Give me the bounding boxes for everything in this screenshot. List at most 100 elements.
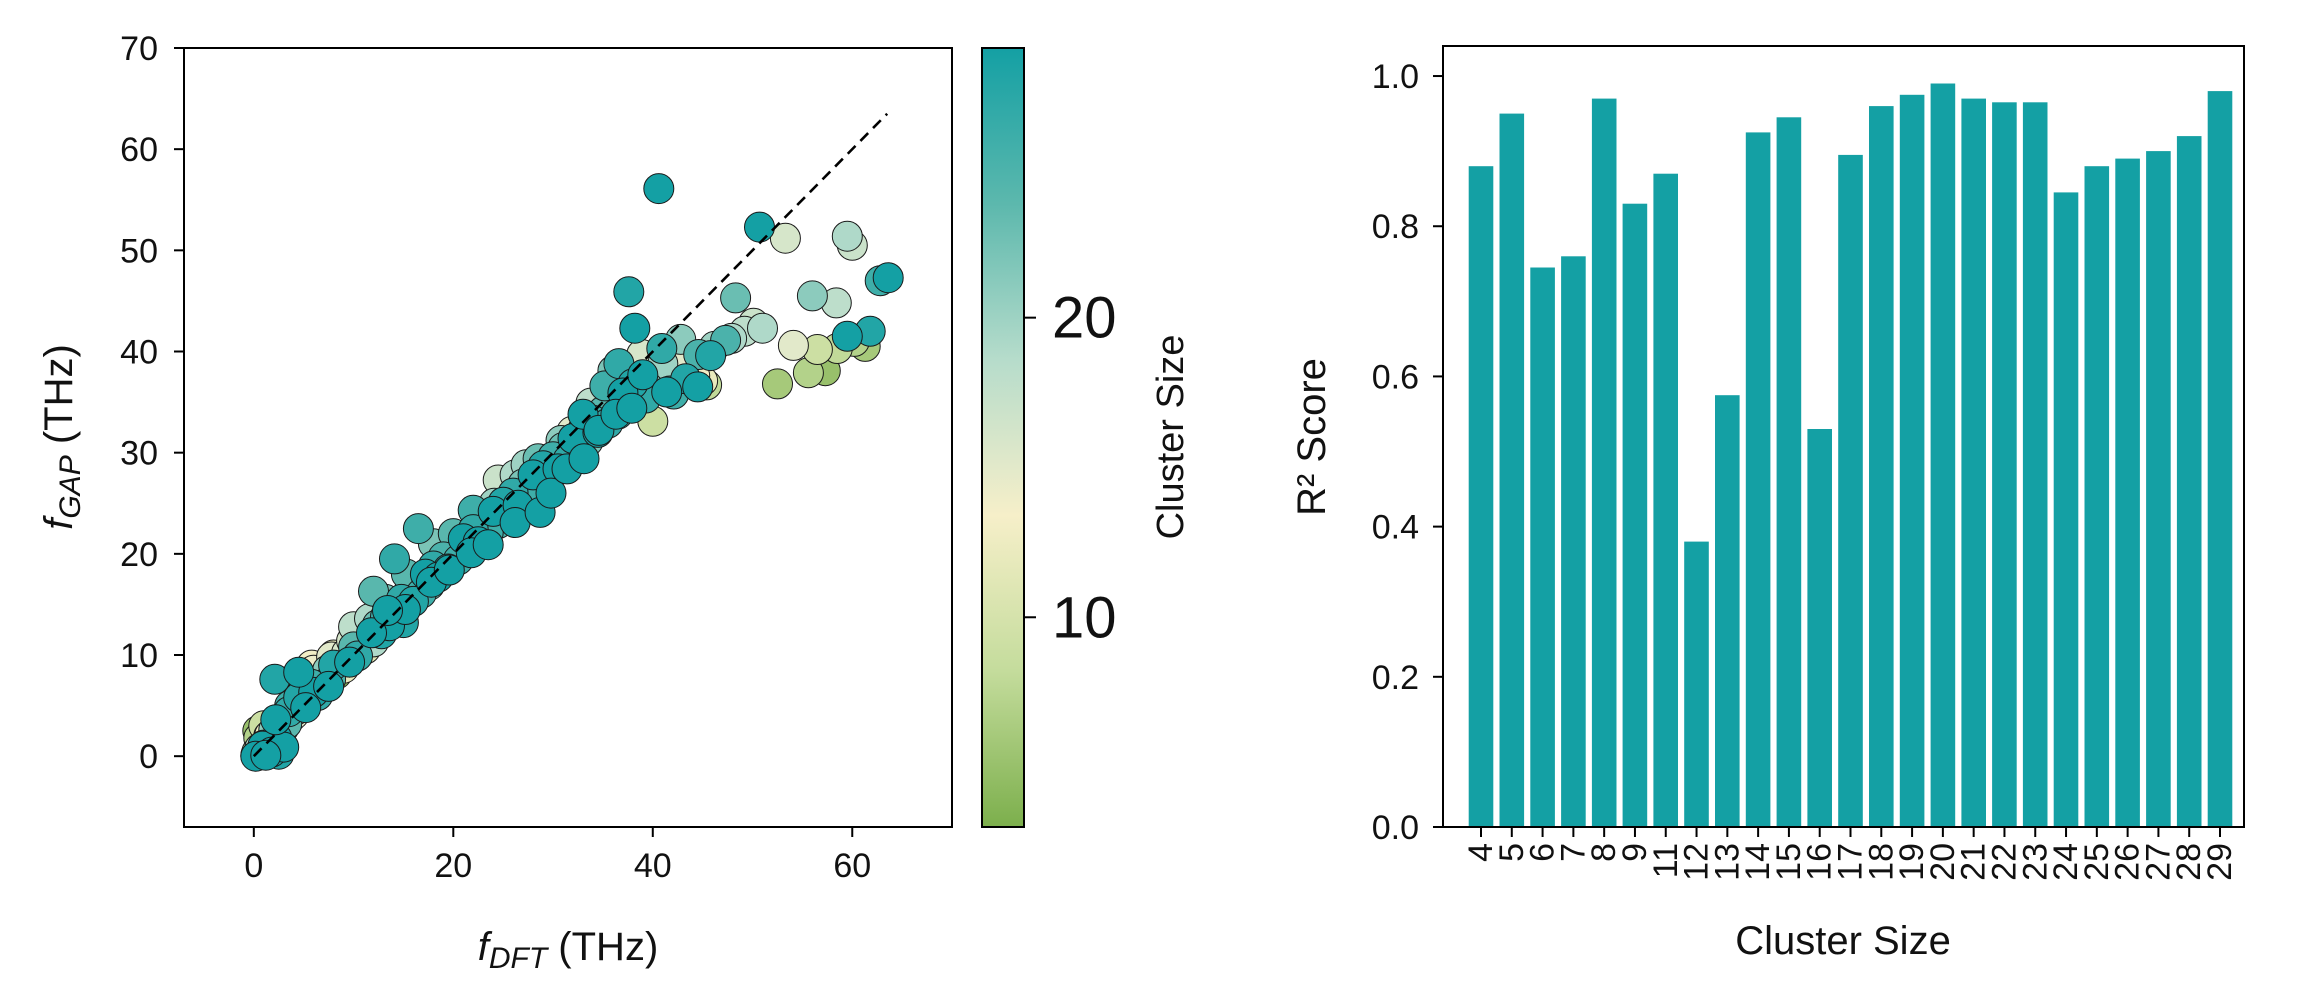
bar bbox=[1869, 106, 1894, 828]
scatter-y-axis-title: fGAP (THz) bbox=[37, 344, 87, 530]
scatter-point bbox=[433, 554, 465, 586]
bar-x-tick-label: 12 bbox=[1678, 843, 1716, 881]
bar bbox=[1899, 94, 1925, 828]
scatter-point bbox=[720, 282, 752, 314]
bar bbox=[1684, 541, 1709, 827]
bar bbox=[1561, 256, 1586, 827]
colorbar-tick-label: 10 bbox=[1052, 585, 1117, 650]
colorbar: 10 20 Cluster Size bbox=[981, 47, 1192, 828]
colorbar-ticks: 10 20 bbox=[1024, 286, 1117, 650]
scatter-point bbox=[744, 211, 775, 243]
scatter-point bbox=[682, 371, 714, 403]
bar-x-tick-label: 23 bbox=[2016, 843, 2054, 881]
scatter-y-tick-label: 30 bbox=[120, 435, 158, 473]
scatter-x-tick-label: 0 bbox=[244, 847, 263, 885]
bar-x-tick-label: 11 bbox=[1647, 843, 1685, 878]
scatter-point bbox=[260, 704, 292, 736]
scatter-point bbox=[643, 173, 675, 205]
scatter-x-tick-label: 40 bbox=[634, 847, 672, 885]
scatter-x-tick-label: 20 bbox=[434, 847, 472, 885]
bar-x-tick-label: 5 bbox=[1493, 843, 1531, 862]
scatter-point bbox=[372, 595, 403, 626]
bar bbox=[1930, 83, 1956, 827]
bar-x-tick-label: 27 bbox=[2139, 843, 2177, 881]
scatter-y-tick-label: 60 bbox=[120, 131, 158, 169]
scatter-point bbox=[613, 276, 645, 308]
bar bbox=[2115, 158, 2140, 828]
scatter-point bbox=[777, 329, 809, 361]
scatter-y-ticks: 0 10 20 30 40 50 60 70 bbox=[120, 30, 184, 776]
bar-x-ticks: 4567891112131415161718192021222324252627… bbox=[1462, 827, 2239, 881]
bar-x-tick-label: 14 bbox=[1739, 843, 1777, 881]
identity-line bbox=[252, 112, 889, 758]
scatter-y-label-unit: (THz) bbox=[37, 344, 81, 455]
bar-x-tick-label: 24 bbox=[2047, 843, 2085, 881]
scatter-point bbox=[695, 340, 727, 372]
scatter-point bbox=[472, 529, 504, 561]
bar-x-tick-label: 8 bbox=[1585, 843, 1623, 862]
scatter-y-tick-label: 40 bbox=[120, 334, 158, 372]
bar-y-ticks: 0.0 0.2 0.4 0.6 0.8 1.0 bbox=[1372, 58, 1443, 847]
bar-y-tick-label: 0.8 bbox=[1372, 208, 1419, 246]
bar bbox=[1499, 113, 1525, 828]
bar bbox=[2053, 192, 2079, 827]
bar bbox=[1961, 98, 1986, 828]
colorbar-tick-label: 20 bbox=[1052, 286, 1117, 351]
colorbar-gradient bbox=[981, 47, 1025, 828]
scatter-point bbox=[769, 222, 801, 254]
bar bbox=[2207, 91, 2233, 828]
bars bbox=[1468, 83, 2233, 828]
bar-panel: 4567891112131415161718192021222324252627… bbox=[1290, 45, 2245, 963]
bar-x-tick-label: 7 bbox=[1554, 843, 1592, 862]
bar-x-tick-label: 20 bbox=[1924, 843, 1962, 881]
bar bbox=[2146, 151, 2171, 828]
scatter-point bbox=[762, 368, 793, 400]
scatter-point bbox=[402, 513, 434, 545]
bar-y-axis-title: R² Score bbox=[1290, 358, 1334, 516]
scatter-point bbox=[535, 477, 567, 509]
bar-y-tick-label: 0.2 bbox=[1372, 659, 1419, 697]
bar bbox=[2084, 166, 2110, 827]
scatter-plot-area bbox=[183, 47, 953, 828]
scatter-point bbox=[379, 543, 410, 575]
scatter-point bbox=[313, 670, 345, 702]
scatter-x-label-sub: DFT bbox=[489, 942, 550, 975]
scatter-point bbox=[651, 376, 683, 408]
scatter-point bbox=[831, 320, 863, 352]
bar bbox=[1745, 132, 1771, 827]
bar-x-tick-label: 19 bbox=[1893, 843, 1931, 881]
scatter-x-axis-title: fDFT (THz) bbox=[478, 925, 659, 975]
scatter-point bbox=[627, 359, 659, 391]
scatter-point bbox=[356, 617, 387, 649]
bar-x-tick-label: 25 bbox=[2078, 843, 2116, 881]
bar bbox=[1838, 154, 1863, 827]
scatter-y-tick-label: 50 bbox=[120, 232, 158, 270]
bar bbox=[1715, 395, 1740, 827]
bar-x-axis-title: Cluster Size bbox=[1735, 919, 1951, 963]
bar bbox=[1807, 429, 1832, 827]
scatter-y-tick-label: 70 bbox=[120, 30, 158, 68]
scatter-y-label-sub: GAP bbox=[54, 455, 87, 518]
scatter-point bbox=[747, 312, 778, 344]
bar bbox=[1591, 98, 1617, 828]
bar-y-tick-label: 1.0 bbox=[1372, 58, 1419, 96]
bar-x-tick-label: 6 bbox=[1524, 843, 1562, 862]
bar-x-tick-label: 22 bbox=[1985, 843, 2023, 881]
scatter-x-tick-label: 60 bbox=[833, 847, 871, 885]
colorbar-title: Cluster Size bbox=[1150, 335, 1192, 540]
bar-x-tick-label: 15 bbox=[1770, 843, 1808, 881]
bar-x-tick-label: 16 bbox=[1801, 843, 1839, 881]
bar bbox=[1653, 173, 1678, 827]
bar-plot-area bbox=[1442, 45, 2245, 828]
scatter-point bbox=[831, 220, 863, 252]
scatter-x-label-unit: (THz) bbox=[547, 925, 658, 969]
bar-x-tick-label: 29 bbox=[2201, 843, 2239, 881]
scatter-point bbox=[334, 646, 366, 678]
scatter-y-tick-label: 0 bbox=[139, 738, 158, 776]
scatter-point bbox=[872, 262, 904, 294]
scatter-point bbox=[619, 312, 651, 344]
bar bbox=[1468, 166, 1494, 827]
scatter-point bbox=[283, 656, 315, 688]
scatter-x-ticks: 0 20 40 60 bbox=[244, 827, 871, 885]
